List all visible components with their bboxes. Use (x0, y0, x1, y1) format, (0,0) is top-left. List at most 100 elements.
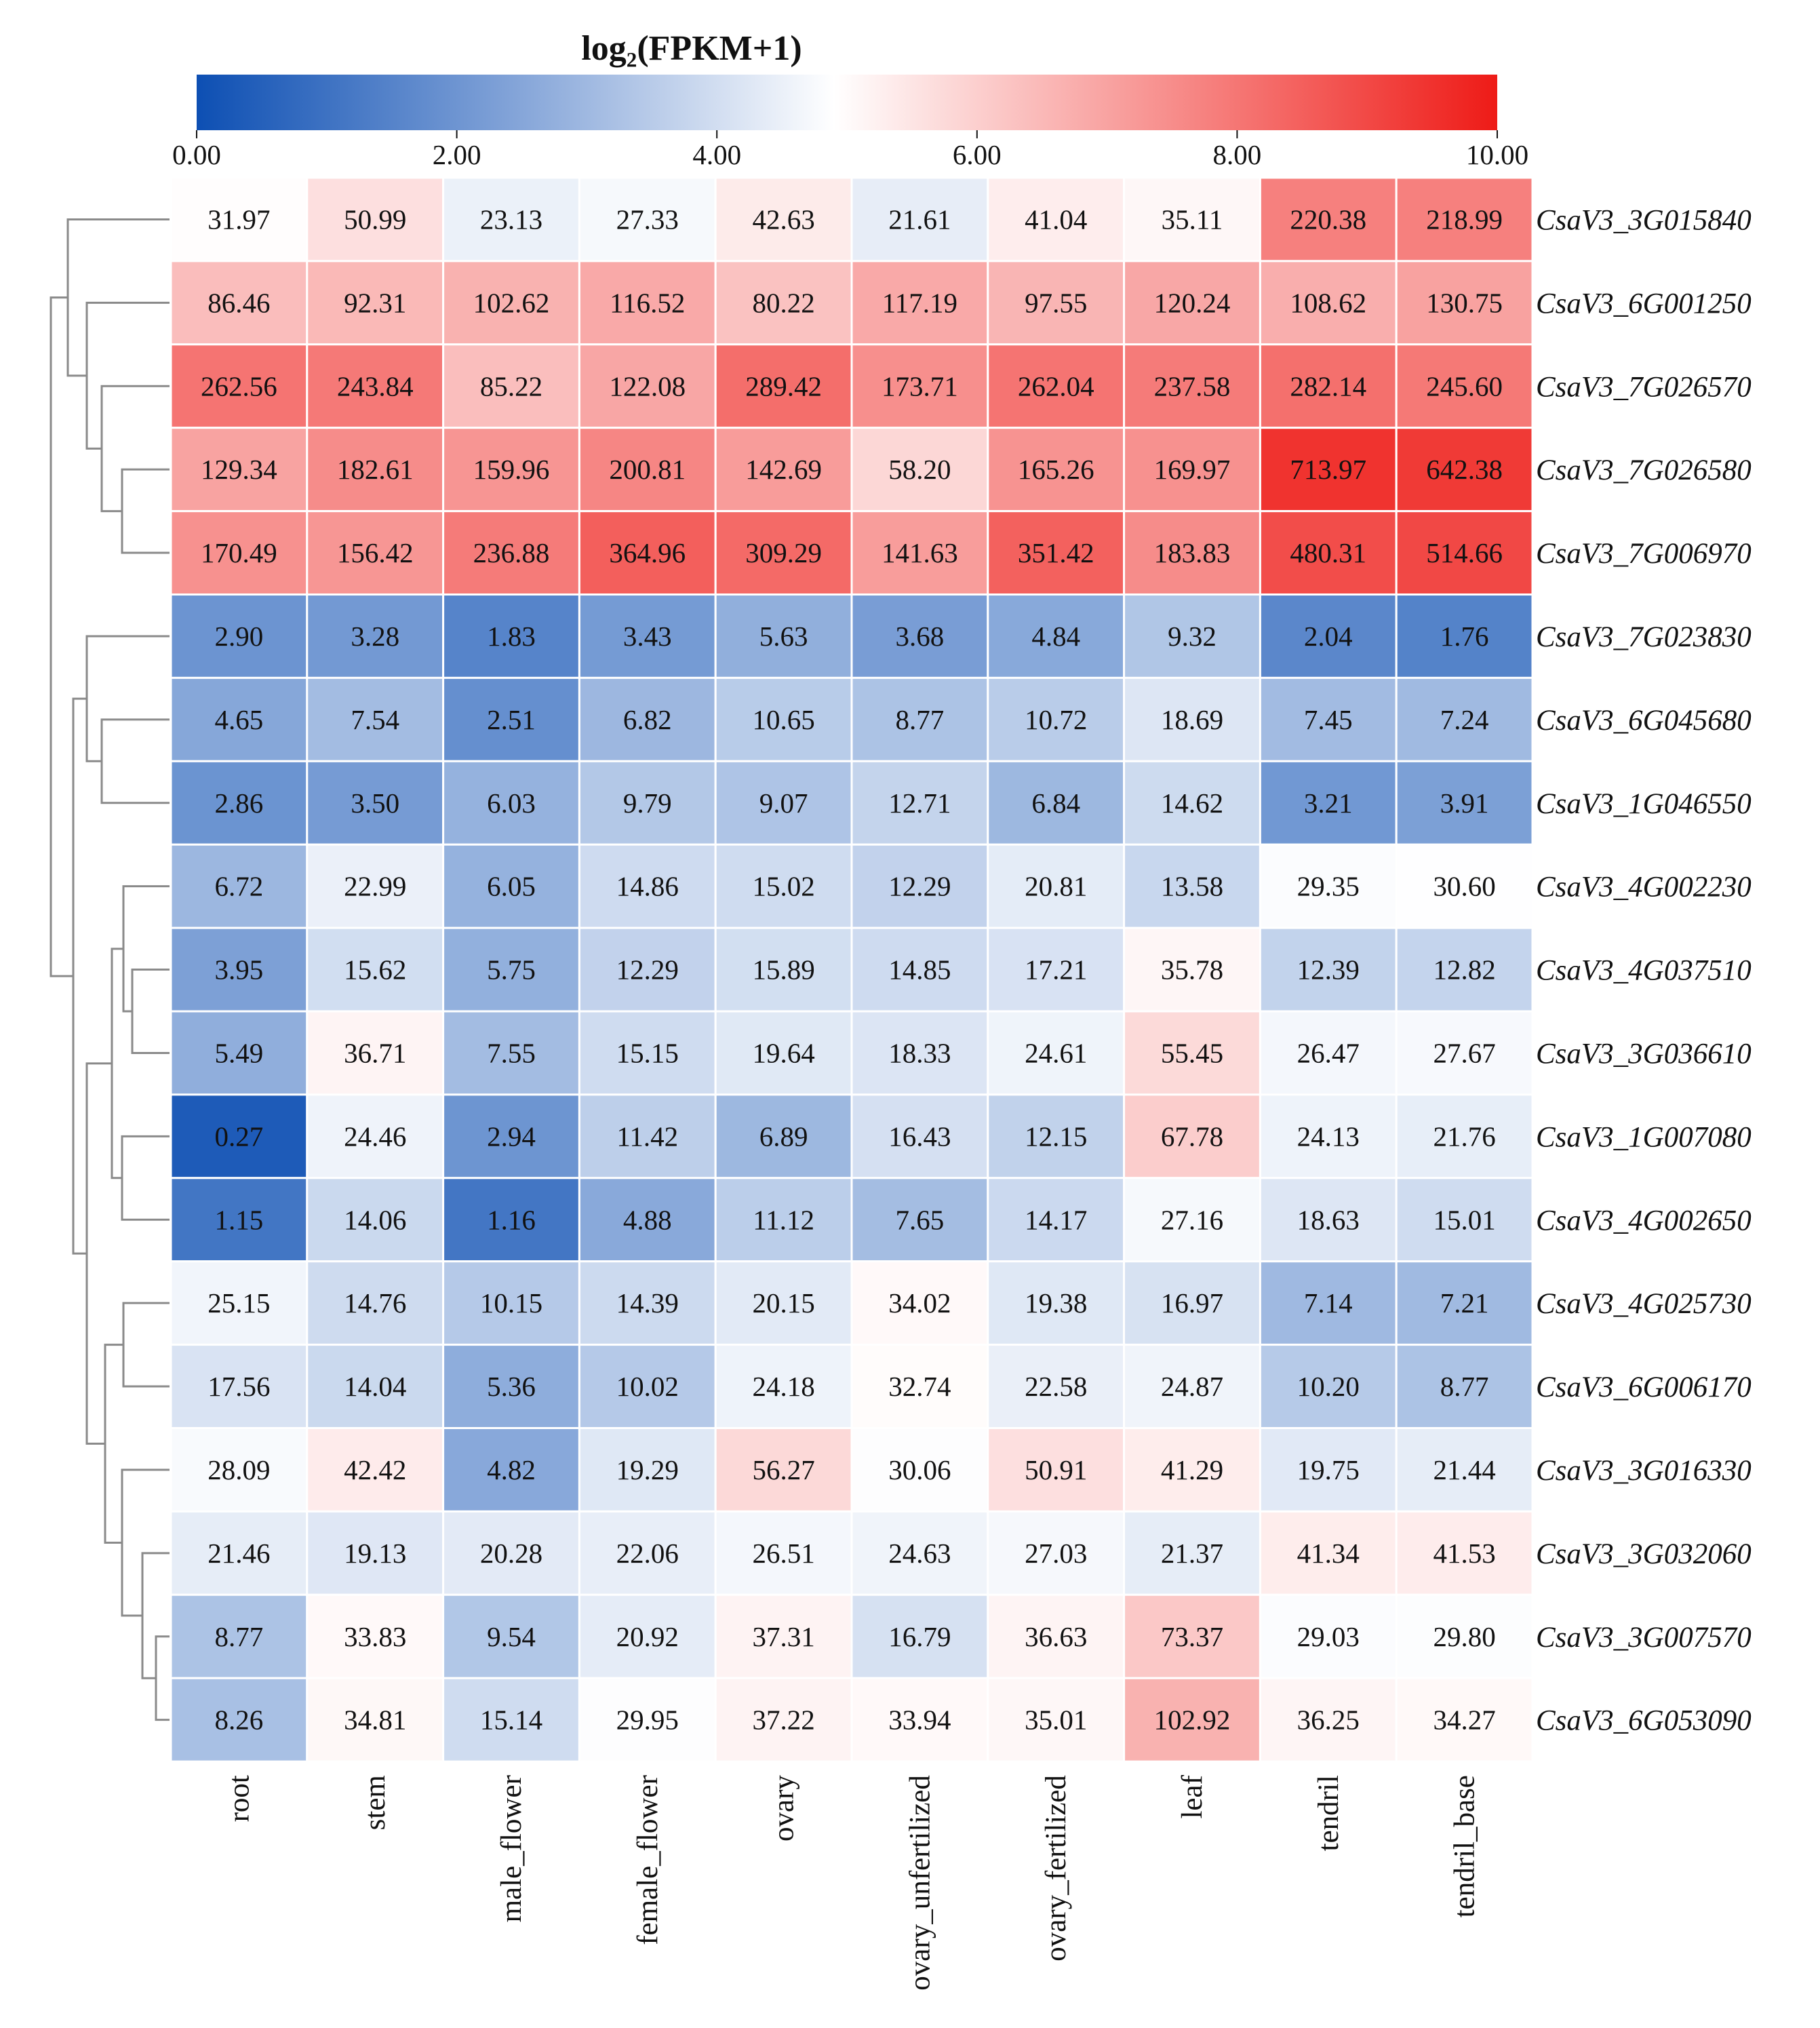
cell-value: 12.29 (888, 871, 951, 902)
cell-value: 12.71 (888, 787, 951, 819)
cell-value: 37.31 (752, 1621, 814, 1652)
gene-label: CsaV3_4G037510 (1536, 955, 1752, 987)
cell-value: 19.75 (1297, 1454, 1360, 1485)
cell-value: 245.60 (1426, 370, 1503, 402)
gene-label: CsaV3_7G023830 (1536, 621, 1752, 653)
cell-value: 15.02 (752, 871, 814, 902)
gene-label: CsaV3_3G036610 (1536, 1038, 1752, 1070)
cell-value: 8.77 (896, 704, 945, 735)
cell-value: 2.86 (215, 787, 264, 819)
heatmap-cell (170, 760, 309, 846)
heatmap-cell (714, 1010, 853, 1096)
column-label: stem (359, 1775, 391, 1830)
cell-value: 4.65 (215, 704, 264, 735)
heatmap-cell (714, 1593, 853, 1679)
cell-value: 12.29 (616, 954, 679, 986)
cell-value: 28.09 (207, 1454, 270, 1485)
heatmap-cell (306, 1177, 445, 1263)
heatmap-cell (1395, 927, 1534, 1013)
heatmap-cell (442, 510, 580, 596)
cell-value: 156.42 (337, 537, 414, 568)
cell-value: 200.81 (609, 454, 686, 485)
cell-value: 30.60 (1433, 871, 1495, 902)
cell-value: 142.69 (745, 454, 822, 485)
cell-value: 11.12 (753, 1204, 814, 1235)
cell-value: 36.71 (344, 1037, 406, 1068)
cell-value: 22.58 (1025, 1371, 1087, 1402)
heatmap-cell (578, 427, 717, 513)
heatmap-cell (1259, 1427, 1398, 1513)
gene-label: CsaV3_3G007570 (1536, 1622, 1752, 1654)
heatmap-cell (442, 760, 580, 846)
heatmap-cell (850, 1093, 989, 1179)
heatmap-cell (1259, 1344, 1398, 1429)
cell-value: 9.79 (623, 787, 672, 819)
cell-value: 73.37 (1161, 1621, 1223, 1652)
cell-value: 218.99 (1426, 203, 1503, 235)
heatmap-cell (850, 260, 989, 346)
dendrogram-branch (100, 718, 170, 804)
gene-label: CsaV3_1G007080 (1536, 1121, 1752, 1153)
heatmap-cell (714, 760, 853, 846)
heatmap-cell (714, 427, 853, 513)
cell-value: 4.82 (487, 1454, 536, 1485)
heatmap-cell (850, 1510, 989, 1596)
cell-value: 102.62 (473, 287, 550, 318)
dendrogram-branch (85, 1062, 112, 1445)
cell-value: 21.61 (888, 203, 951, 235)
heatmap-cell (1395, 760, 1534, 846)
gene-label: CsaV3_3G032060 (1536, 1538, 1752, 1570)
cell-value: 14.17 (1025, 1204, 1087, 1235)
cell-value: 2.90 (215, 621, 264, 652)
cell-value: 15.15 (616, 1037, 679, 1068)
heatmap-cell (170, 1677, 309, 1763)
heatmap-cell (1123, 1677, 1261, 1763)
color-scale-bar (197, 75, 1497, 130)
heatmap-cell (1395, 1010, 1534, 1096)
cell-value: 0.27 (215, 1120, 264, 1152)
cell-value: 67.78 (1161, 1120, 1223, 1152)
cell-value: 4.88 (623, 1204, 672, 1235)
heatmap-cell (578, 260, 717, 346)
column-label: ovary_fertilized (1040, 1775, 1072, 1962)
cell-value: 35.78 (1161, 954, 1223, 986)
heatmap-cell (850, 343, 989, 429)
cell-value: 262.56 (201, 370, 277, 402)
cell-value: 10.65 (752, 704, 814, 735)
cell-value: 3.50 (351, 787, 399, 819)
cell-value: 122.08 (609, 370, 686, 402)
cell-value: 7.65 (896, 1204, 945, 1235)
cell-value: 165.26 (1018, 454, 1094, 485)
cell-value: 85.22 (480, 370, 542, 402)
heatmap-cell (442, 593, 580, 679)
cell-value: 21.46 (207, 1538, 270, 1569)
cell-value: 173.71 (882, 370, 958, 402)
cell-value: 480.31 (1290, 537, 1366, 568)
cell-value: 42.63 (752, 203, 814, 235)
heatmap-cell (987, 510, 1126, 596)
legend-tick-label: 2.00 (433, 139, 481, 170)
cell-value: 102.92 (1154, 1704, 1231, 1736)
heatmap-cell (987, 176, 1126, 262)
cell-value: 24.63 (888, 1538, 951, 1569)
heatmap-cell (714, 260, 853, 346)
cell-value: 7.55 (487, 1037, 536, 1068)
cell-value: 30.06 (888, 1454, 951, 1485)
cell-value: 12.39 (1297, 954, 1360, 986)
cell-value: 12.82 (1433, 954, 1495, 986)
cell-value: 37.22 (752, 1704, 814, 1736)
cell-value: 7.54 (351, 704, 399, 735)
heatmap-cell (987, 1344, 1126, 1429)
cell-value: 15.89 (752, 954, 814, 986)
column-label: leaf (1176, 1774, 1208, 1818)
cell-value: 7.14 (1304, 1287, 1353, 1319)
cell-value: 11.42 (616, 1120, 678, 1152)
heatmap-cell (306, 1260, 445, 1346)
cell-value: 23.13 (480, 203, 542, 235)
legend-tick-label: 4.00 (692, 139, 741, 170)
cell-value: 32.74 (888, 1371, 951, 1402)
cell-value: 5.36 (487, 1371, 536, 1402)
heatmap-cell (987, 927, 1126, 1013)
heatmap-cell (306, 927, 445, 1013)
heatmap-cells: 31.97 50.99 23.13 27.33 42.63 21.61 41.04 35.11… (170, 176, 1534, 1763)
